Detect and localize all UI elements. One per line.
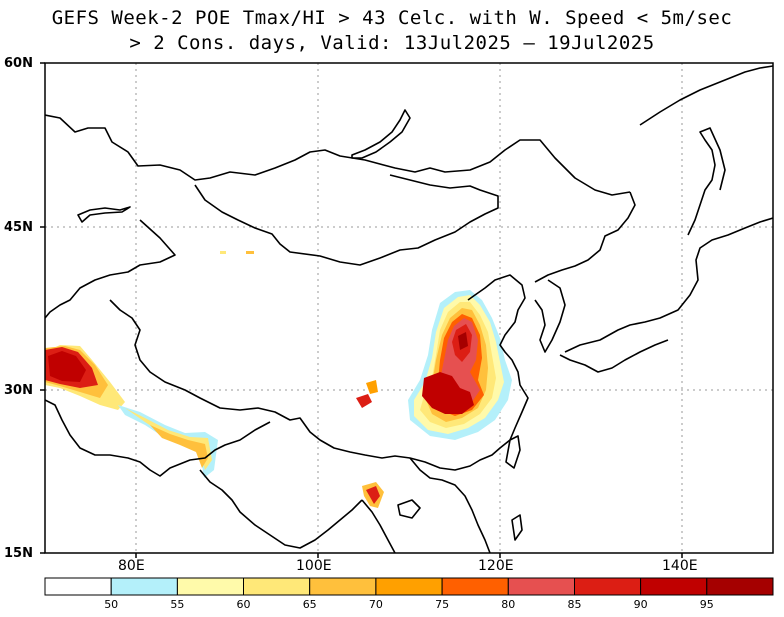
plot-frame (44, 62, 774, 554)
poe-region-indochina (356, 380, 384, 508)
colorbar-swatch (309, 577, 377, 596)
colorbar-threshold-label: 85 (567, 598, 582, 611)
colorbar-swatch (574, 577, 642, 596)
colorbar-swatch (640, 577, 708, 596)
colorbar (44, 577, 774, 596)
lon-label-100e: 100E (296, 558, 332, 574)
colorbar-swatch (507, 577, 575, 596)
colorbar-threshold-label: 50 (104, 598, 119, 611)
gridlines (45, 63, 773, 553)
axis-ticks (40, 62, 683, 558)
colorbar-threshold-label: 60 (236, 598, 251, 611)
lon-label-140e: 140E (662, 558, 698, 574)
colorbar-threshold-label: 55 (170, 598, 185, 611)
colorbar-swatch (44, 577, 112, 596)
lon-label-120e: 120E (478, 558, 514, 574)
colorbar-swatch (243, 577, 311, 596)
colorbar-threshold-label: 95 (699, 598, 714, 611)
lon-label-80e: 80E (118, 558, 145, 574)
coastlines-borders (45, 65, 773, 553)
lat-label-60n: 60N (4, 56, 33, 71)
map-title-line2: > 2 Cons. days, Valid: 13Jul2025 – 19Jul… (129, 32, 655, 54)
colorbar-threshold-label: 90 (633, 598, 648, 611)
colorbar-threshold-label: 80 (501, 598, 516, 611)
colorbar-threshold-label: 75 (435, 598, 450, 611)
poe-region-china (408, 290, 512, 440)
colorbar-threshold-label: 65 (302, 598, 317, 611)
lat-label-45n: 45N (4, 220, 33, 235)
colorbar-swatch (441, 577, 509, 596)
poe-region-pakistan (45, 345, 125, 410)
colorbar-swatch (110, 577, 178, 596)
lat-label-15n: 15N (4, 546, 33, 561)
map-title-line1: GEFS Week-2 POE Tmax/HI > 43 Celc. with … (51, 7, 733, 29)
colorbar-swatch (706, 577, 774, 596)
poe-region-india (118, 405, 218, 478)
lat-label-30n: 30N (4, 383, 33, 398)
colorbar-swatch (176, 577, 245, 596)
colorbar-threshold-label: 70 (368, 598, 383, 611)
colorbar-swatch (375, 577, 443, 596)
poe-region-mongolia (220, 251, 254, 254)
